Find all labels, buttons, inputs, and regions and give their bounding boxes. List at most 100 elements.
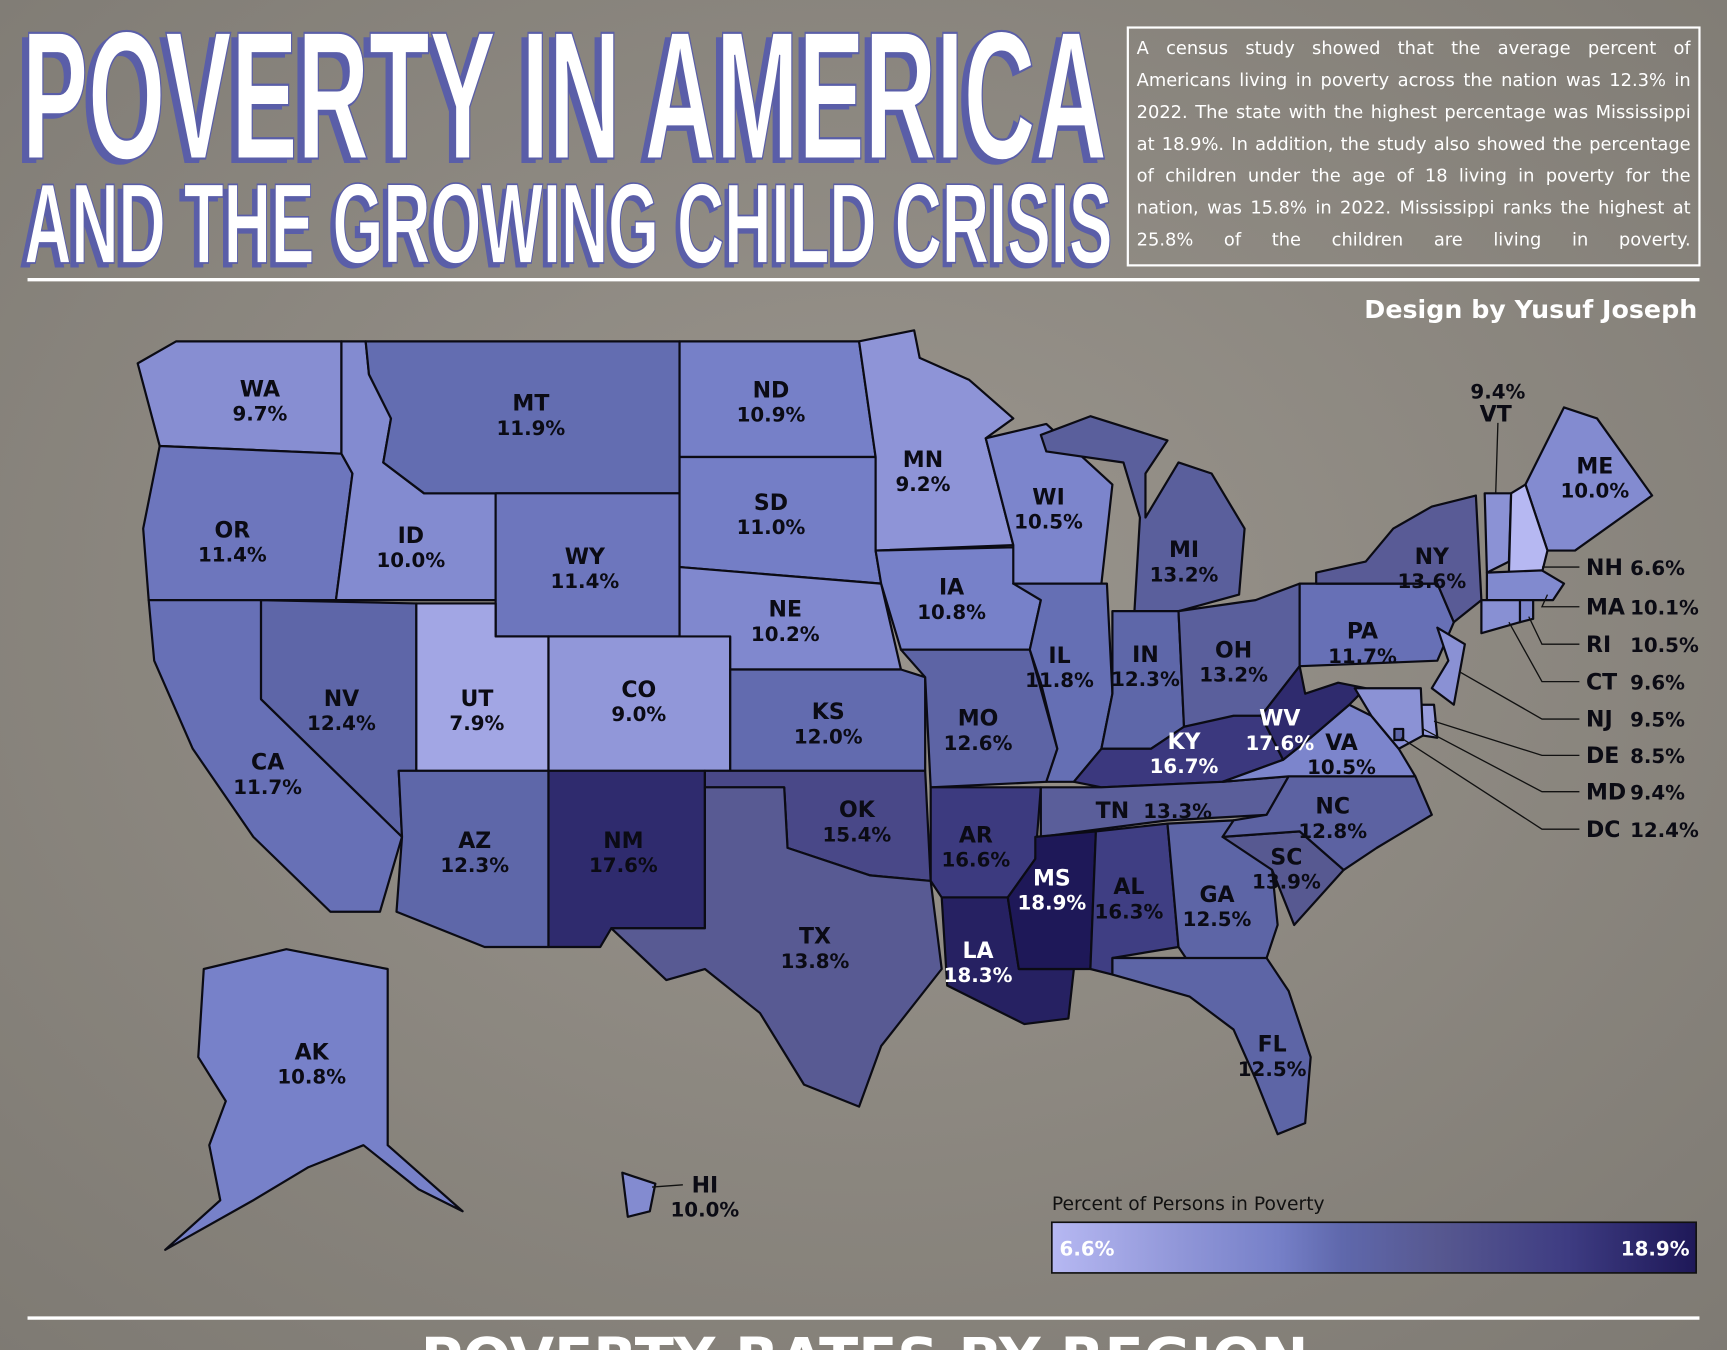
state-abbr: VT <box>1480 403 1512 428</box>
state-abbr: MA <box>1586 595 1625 620</box>
state-value: 13.2% <box>1150 563 1219 586</box>
state-abbr: SD <box>754 491 788 516</box>
legend-bar <box>1051 1221 1697 1274</box>
state-abbr: SC <box>1270 845 1302 870</box>
description: A census study showed that the average p… <box>1136 37 1691 250</box>
state-abbr: CA <box>251 751 284 776</box>
state-value: 10.0% <box>376 549 445 572</box>
state-value: 16.7% <box>1150 755 1219 778</box>
legend-max: 18.9% <box>1621 1237 1690 1260</box>
state-value: 12.6% <box>944 732 1013 755</box>
state-value: 9.4% <box>1630 781 1685 804</box>
state-abbr: MI <box>1169 538 1199 563</box>
state-value: 6.6% <box>1630 557 1685 580</box>
state-abbr: HI <box>692 1174 719 1199</box>
state-value: 10.8% <box>277 1066 346 1089</box>
description-box <box>1126 26 1701 267</box>
state-abbr: OH <box>1215 638 1252 663</box>
state-value: 13.8% <box>781 950 850 973</box>
state <box>1353 687 1425 750</box>
description-wrap: A census study showed that the average p… <box>1136 37 1691 250</box>
section-title: POVERTY RATES BY REGION <box>421 1326 1309 1350</box>
legend-title: Percent of Persons in Poverty <box>1052 1194 1325 1215</box>
state <box>729 668 927 772</box>
state-value: 12.0% <box>794 725 863 748</box>
state-value: 12.4% <box>307 712 376 735</box>
state-abbr: ME <box>1576 454 1613 479</box>
state-abbr: WI <box>1032 485 1064 510</box>
title: POVERTY IN AMERICA <box>22 0 1107 198</box>
leader-line <box>1508 621 1580 683</box>
state <box>1111 956 1312 1136</box>
state-abbr: MD <box>1586 780 1626 805</box>
subtitle: AND THE GROWING CHILD CRISIS <box>24 160 1112 288</box>
state-abbr: ID <box>398 524 424 549</box>
state-abbr: MS <box>1033 866 1071 891</box>
state-value: 17.6% <box>1245 732 1314 755</box>
state-abbr: MN <box>903 448 943 473</box>
state-abbr: AZ <box>458 829 491 854</box>
title-shadow: POVERTY IN AMERICA <box>15 0 1100 202</box>
state-abbr: MO <box>958 707 999 732</box>
state-abbr: PA <box>1347 620 1378 645</box>
state-abbr: UT <box>460 687 493 712</box>
state-value: 11.4% <box>550 570 619 593</box>
leader-line <box>1400 737 1580 830</box>
credit: Design by Yusuf Joseph <box>1364 294 1697 324</box>
state-value: 12.4% <box>1630 819 1699 842</box>
state-value: 16.3% <box>1095 900 1164 923</box>
leader-line <box>1433 720 1580 757</box>
state-value: 10.5% <box>1630 634 1699 657</box>
state-value: 18.9% <box>1017 892 1086 915</box>
state-abbr: CT <box>1586 670 1617 695</box>
state-abbr: VA <box>1325 731 1358 756</box>
state-abbr: NV <box>324 687 359 712</box>
state-abbr: MT <box>512 392 549 417</box>
state-abbr: NM <box>603 829 643 854</box>
leader-line <box>1422 728 1580 793</box>
state-value: 10.8% <box>917 601 986 624</box>
state <box>1012 582 1114 783</box>
state-value: 10.5% <box>1014 511 1083 534</box>
state-value: 8.5% <box>1630 745 1685 768</box>
state-abbr: AL <box>1113 875 1144 900</box>
state-abbr: WA <box>240 377 280 402</box>
state-abbr: AK <box>295 1040 330 1065</box>
state-value: 9.0% <box>611 703 666 726</box>
state-abbr: IN <box>1132 643 1159 668</box>
state-value: 15.4% <box>823 823 892 846</box>
state-abbr: KS <box>812 700 845 725</box>
state-abbr: OR <box>215 518 251 543</box>
state-abbr: NH <box>1586 556 1623 581</box>
state-abbr: NC <box>1315 795 1350 820</box>
state <box>1483 492 1513 574</box>
state-value: 17.6% <box>589 854 658 877</box>
state-abbr: WY <box>565 545 606 570</box>
state-value: 11.9% <box>497 417 566 440</box>
state <box>164 948 464 1251</box>
leader-line <box>651 1184 683 1188</box>
state-value: 12.5% <box>1238 1058 1307 1081</box>
state-abbr: IL <box>1048 644 1070 669</box>
state <box>621 1171 657 1218</box>
state-value: 10.1% <box>1630 596 1699 619</box>
state-abbr: NJ <box>1586 708 1613 733</box>
state <box>1485 569 1566 602</box>
state-abbr: NE <box>769 598 802 623</box>
state-abbr: DC <box>1586 818 1620 843</box>
state-abbr: FL <box>1258 1033 1287 1058</box>
state-value: 12.5% <box>1183 908 1252 931</box>
state-value: 10.2% <box>751 623 820 646</box>
state-value: 9.2% <box>895 473 950 496</box>
state-value: 13.6% <box>1397 570 1466 593</box>
state-value: 10.9% <box>737 404 806 427</box>
state-value: 11.7% <box>233 776 302 799</box>
state-value: 12.3% <box>440 854 509 877</box>
state <box>1430 626 1466 706</box>
state-abbr: RI <box>1586 633 1611 658</box>
state-abbr: DE <box>1586 744 1619 769</box>
state-value: 11.7% <box>1328 645 1397 668</box>
state-value: 13.3% <box>1143 800 1212 823</box>
